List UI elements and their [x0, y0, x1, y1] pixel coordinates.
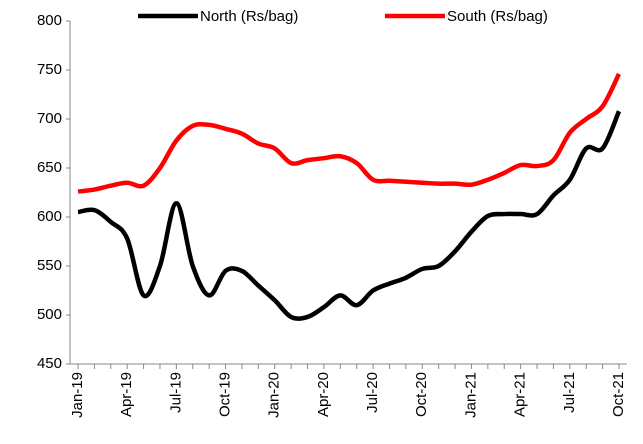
x-tick-label: Jan-20 — [266, 372, 283, 418]
legend-item: South (Rs/bag) — [385, 8, 548, 25]
legend-item: North (Rs/bag) — [138, 8, 298, 25]
y-tick-label: 700 — [37, 110, 62, 127]
x-tick-label: Oct-19 — [217, 372, 234, 417]
x-tick-label: Jul-20 — [364, 372, 381, 413]
x-tick-label: Apr-20 — [315, 372, 332, 417]
y-tick-label: 450 — [37, 355, 62, 372]
x-tick-label: Jan-21 — [462, 372, 479, 418]
y-tick-label: 650 — [37, 159, 62, 176]
x-tick-label: Oct-20 — [413, 372, 430, 417]
x-tick-label: Jan-19 — [69, 372, 86, 418]
legend-label: South (Rs/bag) — [447, 8, 548, 25]
y-tick-label: 500 — [37, 306, 62, 323]
y-tick-label: 550 — [37, 257, 62, 274]
series-line — [77, 110, 622, 321]
series-line — [77, 72, 622, 194]
y-tick-label: 600 — [37, 208, 62, 225]
legend-label: North (Rs/bag) — [200, 8, 298, 25]
y-tick-label: 750 — [37, 61, 62, 78]
y-tick-label: 800 — [37, 12, 62, 29]
x-tick-label: Apr-19 — [118, 372, 135, 417]
x-tick-label: Jul-21 — [561, 372, 578, 413]
x-tick-label: Oct-21 — [610, 372, 627, 417]
x-tick-label: Jul-19 — [167, 372, 184, 413]
x-tick-label: Apr-21 — [512, 372, 529, 417]
